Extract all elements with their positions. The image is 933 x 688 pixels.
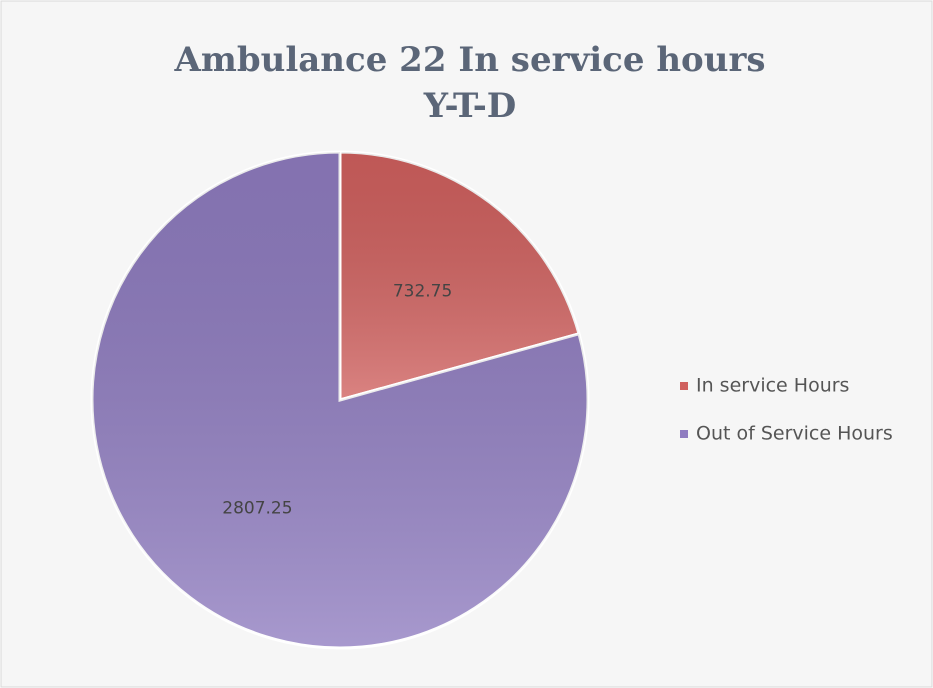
data-label: 732.75 bbox=[393, 281, 452, 301]
legend: In service Hours Out of Service Hours bbox=[680, 375, 893, 445]
chart-title: Ambulance 22 In service hours bbox=[174, 40, 766, 80]
slice-shade bbox=[340, 152, 579, 400]
data-label: 2807.25 bbox=[222, 499, 292, 519]
chart-title: Y-T-D bbox=[423, 86, 517, 126]
slice-shade bbox=[92, 152, 588, 648]
legend-swatch bbox=[680, 430, 688, 438]
legend-swatch bbox=[680, 382, 688, 390]
legend-label: Out of Service Hours bbox=[696, 423, 893, 445]
pie: 732.75 2807.25 bbox=[90, 150, 590, 650]
legend-label: In service Hours bbox=[696, 375, 849, 397]
